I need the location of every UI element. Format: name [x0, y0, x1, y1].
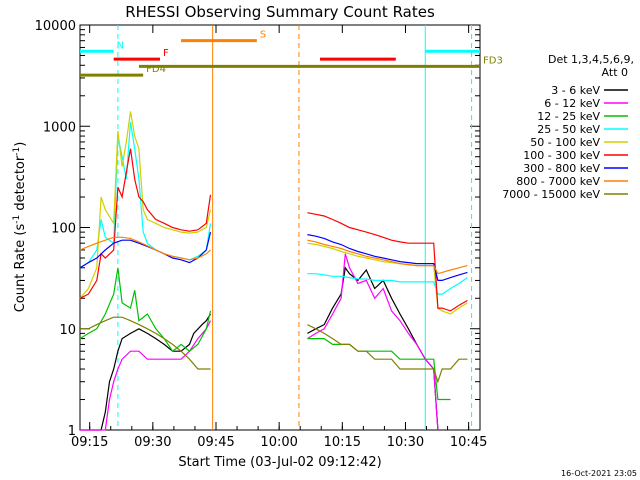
x-tick-label: 09:30	[134, 435, 171, 450]
x-tick-label: 10:30	[387, 435, 424, 450]
series-line	[307, 253, 439, 431]
y-axis-label-mid: detector	[13, 155, 28, 215]
legend-title: Det 1,3,4,5,6,9,	[548, 53, 634, 66]
legend-label: 7000 - 15000 keV	[502, 188, 600, 201]
series-lines	[79, 111, 468, 431]
y-tick-marks	[80, 24, 480, 431]
flag-label: S	[260, 30, 266, 41]
vertical-markers	[117, 25, 473, 430]
y-tick-label: 1000	[43, 120, 76, 135]
series-line	[307, 266, 439, 431]
y-axis-label-exp2: -1	[12, 147, 22, 156]
legend-label: 6 - 12 keV	[544, 97, 600, 110]
y-tick-label: 10000	[35, 19, 76, 34]
x-tick-label: 10:00	[260, 435, 297, 450]
series-line	[79, 267, 212, 353]
series-line	[80, 320, 212, 431]
y-axis-label: Count Rate (s-1 detector-1)	[12, 142, 28, 313]
x-tick-label: 10:45	[450, 435, 487, 450]
series-line	[307, 234, 468, 281]
series-line	[79, 111, 212, 299]
series-line	[307, 273, 468, 295]
y-tick-label: 10	[59, 323, 76, 338]
y-axis-label-main: Count Rate (s	[13, 224, 28, 313]
generation-date: 16-Oct-2021 23:05	[561, 469, 637, 478]
legend-label: 25 - 50 keV	[537, 123, 600, 136]
legend-subtitle: Att 0	[602, 66, 628, 79]
series-line	[307, 242, 468, 315]
series-line	[80, 313, 212, 431]
flag-label: FD3	[483, 55, 503, 66]
legend-label: 3 - 6 keV	[551, 84, 600, 97]
x-tick-label: 09:15	[71, 435, 108, 450]
x-tick-label: 09:45	[197, 435, 234, 450]
observing-flags: N S F FD3 FD4	[80, 30, 503, 77]
x-tick-label: 10:15	[324, 435, 361, 450]
y-axis-label-end: )	[13, 142, 28, 147]
series-line	[307, 324, 468, 384]
flag-label: FD4	[146, 64, 166, 75]
legend-label: 800 - 7000 keV	[516, 175, 600, 188]
legend-label: 300 - 800 keV	[523, 162, 600, 175]
y-tick-label: 100	[51, 222, 76, 237]
plot-area: N S F FD3 FD4	[79, 24, 503, 431]
series-line	[307, 239, 468, 275]
series-line	[307, 212, 468, 312]
flag-label: F	[163, 48, 169, 59]
series-line	[79, 148, 212, 299]
y-tick-label: 1	[68, 424, 76, 439]
y-axis-label-exp1: -1	[12, 215, 22, 224]
x-tick-labels: 09:15 09:30 09:45 10:00 10:15 10:30 10:45	[71, 435, 487, 450]
legend-label: 100 - 300 keV	[523, 149, 600, 162]
x-tick-marks	[89, 25, 470, 430]
chart-title: RHESSI Observing Summary Count Rates	[125, 3, 435, 21]
y-tick-labels: 1 10 100 1000 10000	[35, 19, 76, 439]
flag-label: N	[117, 40, 124, 51]
series-line	[307, 338, 451, 401]
x-axis-label: Start Time (03-Jul-02 09:12:42)	[178, 455, 381, 470]
series-line	[80, 316, 211, 370]
series-line	[79, 236, 211, 261]
legend-label: 50 - 100 keV	[530, 136, 600, 149]
legend-label: 12 - 25 keV	[537, 110, 600, 123]
